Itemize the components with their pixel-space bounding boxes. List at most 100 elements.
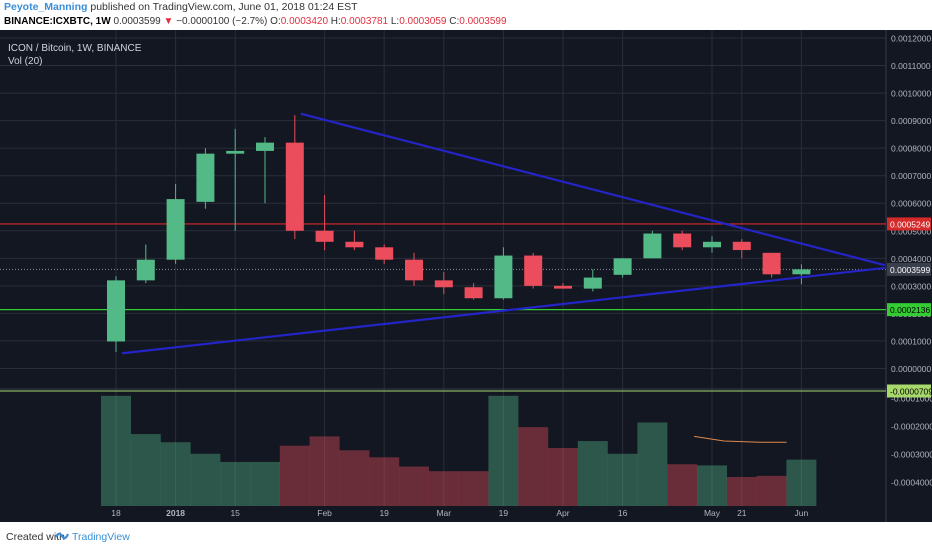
trendline [121,266,885,355]
price-tick-label: 0.0000000 [891,364,931,374]
volume-bar [786,459,817,506]
candle-body [494,255,513,299]
x-tick-label: 15 [230,508,240,518]
resistance-price-tag: 0.0005249 [890,219,930,229]
x-tick-label: 19 [499,508,509,518]
volume-bar [667,464,698,506]
chart-canvas[interactable]: 0.0012000 0.0011000 0.0010000 0.0009000 0.00… [0,30,932,522]
tradingview-brand[interactable]: TradingView [72,531,130,543]
x-tick-label: Mar [436,508,451,518]
high-value: 0.0003781 [340,16,389,27]
change-value: −0.0000100 (−2.7%) [176,16,268,27]
tradingview-logo-icon [55,532,69,540]
candle-body [703,241,721,248]
close-value: 0.0003599 [459,16,507,27]
volume-bar [428,471,459,506]
candle-body [107,280,125,342]
symbol-label: BINANCE:ICXBTC, 1W [4,16,111,27]
chart-background [0,30,932,522]
volume-bar [220,461,251,506]
publish-line: Peyote_Manning published on TradingView.… [4,0,358,14]
candle-body [583,277,602,289]
volume-bar [279,445,310,506]
price-tick-label: 0.0012000 [891,34,931,44]
last-price: 0.0003599 [113,16,161,27]
support-price-tag-bg [887,303,931,317]
candle-body [345,241,364,248]
chart-area[interactable]: 0.0012000 0.0011000 0.0010000 0.0009000 0.00… [0,30,932,522]
ohlc-line: BINANCE:ICXBTC, 1W 0.0003599 ▼ −0.000010… [4,15,507,29]
close-label: C: [449,16,460,27]
x-tick-label: 2018 [166,508,185,518]
volume-bar [488,395,519,506]
trendline [300,112,886,267]
volume-tick-label: -0.0001000 [891,394,932,404]
open-value: 0.0003420 [280,16,329,27]
candle-body [732,241,751,251]
candle-body [554,285,572,289]
volume-bar [697,465,727,506]
volume-level-tag-bg [887,384,931,398]
x-tick-label: 19 [379,508,389,518]
legend-title: ICON / Bitcoin, 1W, BINANCE [8,43,142,54]
candle-body [166,199,185,260]
x-tick-label: 16 [618,508,628,518]
volume-bar [309,436,340,506]
volume-bar [130,434,161,506]
volume-bar [250,461,280,506]
volume-tick-label: -0.0002000 [891,422,932,432]
x-tick-label: May [704,508,721,518]
volume-bar [190,453,221,506]
price-tick-label: 0.0010000 [891,89,931,99]
high-label: H: [330,16,341,27]
support-price-tag: 0.0002136 [890,305,930,315]
candle-body [196,153,215,202]
footer: Created with TradingView [0,522,932,550]
last-price-tag-bg [887,262,931,276]
candle-body [762,252,781,275]
price-tick-label: 0.0009000 [891,116,931,126]
price-tick-label: 0.0003000 [891,281,931,291]
price-tick-label: 0.0008000 [891,144,931,154]
candle-body [315,230,334,242]
candle-body [613,258,632,275]
published-header: Peyote_Manning published on TradingView.… [0,0,932,30]
author-link[interactable]: Peyote_Manning [4,1,88,13]
volume-bar [607,453,638,506]
volume-bar [726,477,757,506]
candle-body [285,142,304,231]
volume-bar [101,395,131,506]
price-tick-label: 0.0001000 [891,336,931,346]
candle-body [226,150,245,154]
x-tick-label: 18 [111,508,121,518]
candle-body [434,280,453,288]
low-label: L: [390,16,400,27]
x-tick-label: 21 [737,508,747,518]
volume-bar [756,475,787,506]
resistance-price-tag-bg [887,217,931,231]
volume-bar [637,422,668,506]
last-price-tag: 0.0003599 [890,265,930,275]
candle-body [524,255,543,286]
candle-body [136,259,155,281]
volume-bar [458,471,489,506]
candle-body [375,247,394,260]
published-text: published on TradingView.com, June 01, 2… [90,1,358,13]
candle-body [643,233,662,259]
down-arrow-icon: ▼ [163,16,174,27]
price-tick-label: 0.0006000 [891,199,931,209]
open-label: O: [270,16,281,27]
volume-bar [518,427,549,506]
chart-legend: ICON / Bitcoin, 1W, BINANCE Vol (20) [8,42,141,68]
volume-tick-label: -0.0004000 [891,478,932,488]
volume-level-tag: -0.0000709 [890,387,932,397]
volume-bar [160,442,191,506]
x-tick-label: Feb [317,508,332,518]
candle-body [673,233,692,248]
volume-ma-line [694,435,787,443]
price-tick-label: 0.0004000 [891,254,931,264]
x-tick-label: Jun [795,508,809,518]
price-tick-label: 0.0005000 [891,226,931,236]
created-with-label: Created with [6,531,65,543]
candle-body [256,142,274,151]
